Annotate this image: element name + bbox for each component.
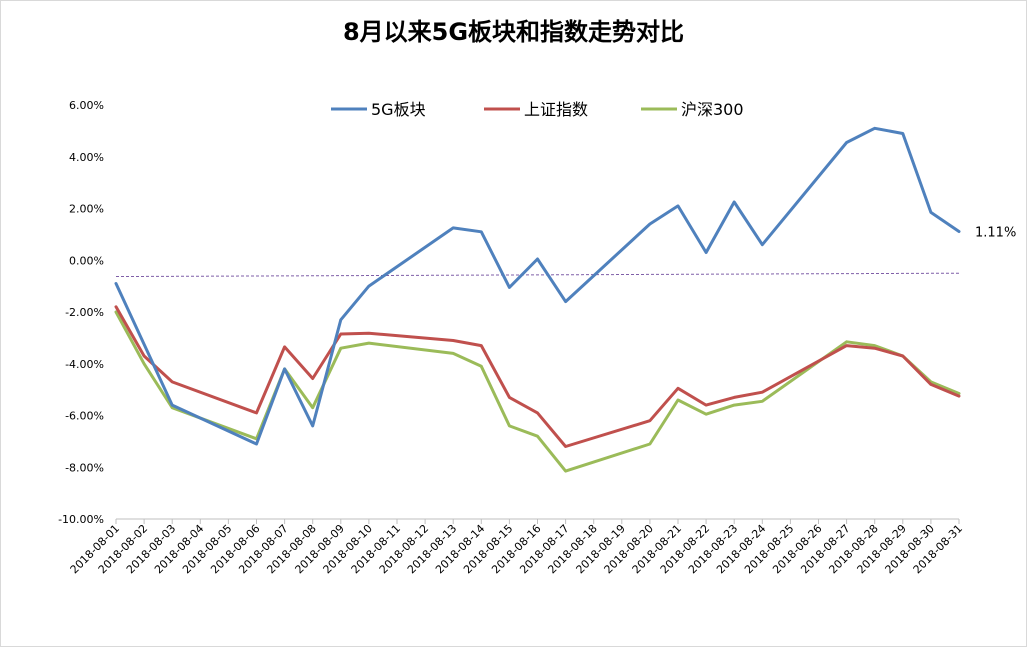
legend-label-1: 5G板块 [371,100,426,119]
y-tick-label: 0.00% [69,254,104,267]
series-line-2 [114,305,961,448]
y-tick-label: -2.00% [65,306,104,319]
y-tick-label: -4.00% [65,358,104,371]
end-value-label: 1.11% [975,226,1016,241]
chart-title: 8月以来5G板块和指数走势对比 [342,18,685,46]
reference-line [115,272,960,278]
legend-label-3: 沪深300 [681,100,744,119]
axes: 2018-08-012018-08-022018-08-032018-08-04… [58,99,965,576]
y-tick-label: 4.00% [69,151,104,164]
y-tick-label: 2.00% [69,203,104,216]
reference-line-group [115,272,960,278]
y-tick-label: -6.00% [65,410,104,423]
legend: 5G板块 上证指数 沪深300 [331,100,744,119]
annotations: 1.11% [975,226,1016,241]
series-lines [114,126,961,473]
y-tick-label: -8.00% [65,461,104,474]
y-tick-label: 6.00% [69,99,104,112]
series-line-1 [114,126,961,446]
y-tick-label: -10.00% [58,513,104,526]
legend-label-2: 上证指数 [524,100,588,119]
series-line-3 [114,310,961,473]
